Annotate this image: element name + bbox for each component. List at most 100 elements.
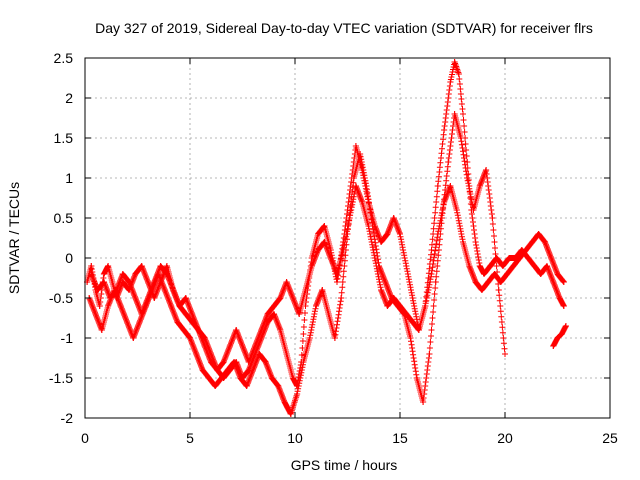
data-point: [529, 239, 536, 245]
data-point: [92, 311, 99, 317]
data-point: [441, 127, 448, 133]
data-point: [105, 263, 112, 269]
data-point: [98, 327, 105, 333]
data-point: [451, 59, 458, 65]
data-point: [460, 239, 466, 245]
data-point: [403, 311, 410, 317]
data-point: [319, 287, 326, 293]
data-point: [126, 279, 133, 285]
data-point: [447, 183, 454, 189]
data-point: [451, 111, 458, 117]
y-tick-labels: -2 -1.5 -1 -0.5 0 0.5 1 1.5 2 2.5: [49, 50, 73, 426]
data-point: [168, 303, 175, 309]
data-point: [548, 255, 555, 261]
data-point: [218, 375, 225, 381]
data-point: [327, 255, 334, 261]
data-point: [357, 151, 364, 157]
data-point: [415, 327, 422, 333]
y-tick-label: 1: [65, 170, 73, 186]
data-point: [464, 175, 471, 181]
data-point: [541, 239, 548, 245]
data-point: [174, 319, 181, 325]
data-point: [378, 239, 385, 245]
data-point: [138, 311, 145, 317]
data-point: [382, 279, 389, 285]
data-point: [182, 311, 189, 317]
data-point: [359, 199, 366, 205]
data-point: [117, 303, 124, 309]
data-point: [550, 343, 557, 349]
data-point: [363, 183, 370, 189]
x-tick-labels: 0 5 10 15 20 25: [81, 430, 618, 446]
data-point: [365, 223, 372, 229]
data-point: [331, 335, 338, 341]
data-point: [525, 255, 532, 261]
data-point: [245, 359, 252, 365]
data-point: [470, 207, 477, 213]
data-point: [510, 263, 517, 269]
data-point: [384, 231, 391, 237]
data-point: [560, 279, 567, 285]
data-point: [403, 263, 410, 269]
data-point: [262, 359, 269, 365]
data-point: [226, 343, 233, 349]
data-point: [205, 375, 212, 381]
data-point: [523, 247, 529, 253]
data-point: [466, 263, 473, 269]
data-point: [302, 287, 309, 293]
data-point: [346, 215, 353, 221]
data-point: [283, 351, 290, 357]
data-point: [100, 271, 107, 277]
data-point: [531, 263, 538, 269]
data-point: [130, 335, 137, 341]
data-point: [550, 279, 557, 285]
data-point: [483, 167, 490, 173]
data-point: [283, 279, 290, 285]
data-point: [554, 271, 561, 277]
axis-ticks: [84, 57, 611, 419]
data-point: [113, 287, 120, 293]
data-point: [441, 199, 448, 205]
y-tick-label: 0: [65, 250, 73, 266]
y-tick-label: 2.5: [54, 50, 74, 66]
data-point: [271, 303, 277, 309]
data-point: [105, 303, 112, 309]
data-point: [201, 335, 208, 341]
data-point: [516, 255, 523, 261]
x-tick-label: 25: [602, 430, 618, 446]
data-point: [231, 359, 238, 365]
data-point: [170, 287, 177, 293]
chart-title: Day 327 of 2019, Sidereal Day-to-day VTE…: [95, 20, 593, 36]
data-point: [281, 399, 288, 405]
data-point: [315, 247, 322, 253]
data-point: [271, 311, 277, 317]
data-point: [268, 375, 275, 381]
data-point: [390, 295, 397, 301]
series-trace-d: [550, 323, 569, 349]
y-axis-label: SDTVAR / TECUs: [6, 182, 22, 294]
data-point: [212, 383, 219, 389]
data-point: [151, 295, 158, 301]
data-point: [313, 303, 319, 309]
data-point: [497, 279, 504, 285]
data-point: [107, 295, 114, 301]
data-point: [453, 207, 460, 213]
data-points: [84, 59, 569, 417]
data-point: [384, 303, 391, 309]
y-tick-label: 1.5: [54, 130, 74, 146]
data-point: [289, 375, 296, 381]
data-point: [426, 351, 433, 357]
data-point: [109, 279, 116, 285]
data-point: [560, 303, 567, 309]
data-point: [428, 247, 435, 253]
data-point: [306, 335, 313, 341]
data-point: [96, 303, 103, 309]
data-point: [413, 375, 420, 381]
data-point: [562, 323, 569, 329]
data-point: [321, 239, 328, 245]
y-tick-label: -1: [61, 330, 74, 346]
x-tick-label: 10: [287, 430, 303, 446]
data-point: [434, 183, 441, 189]
data-point: [554, 335, 561, 341]
data-point: [315, 231, 322, 237]
